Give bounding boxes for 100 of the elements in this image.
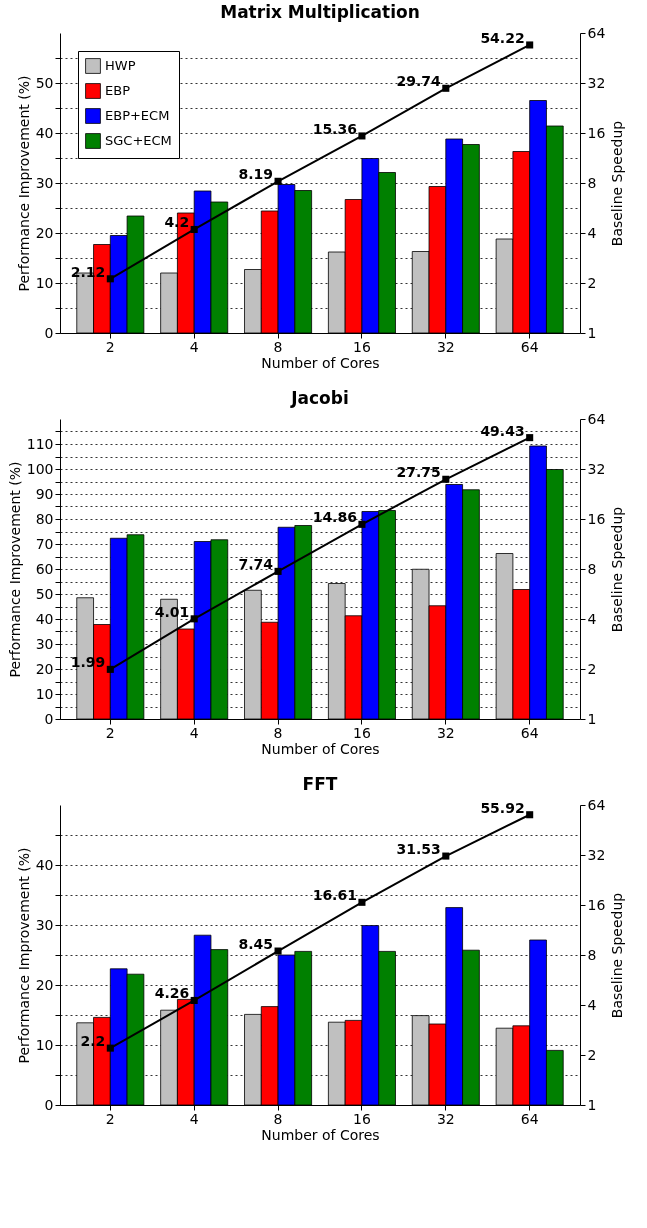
point — [358, 132, 366, 140]
y2-tick-label: 64 — [587, 24, 606, 41]
x-tick-label: 16 — [353, 724, 371, 741]
x-tick-label: 16 — [353, 338, 371, 355]
data-label: 4.26 — [154, 985, 190, 1002]
legend-label: EBP+ECM — [105, 108, 170, 123]
x-axis-title: Number of Cores — [261, 740, 380, 757]
y2-tick-label: 4 — [587, 224, 597, 241]
data-label: 55.92 — [480, 799, 525, 816]
y2-tick-label: 32 — [587, 846, 606, 863]
y-tick-label: 90 — [35, 485, 54, 502]
y-tick-label: 70 — [35, 535, 54, 552]
y2-tick-label: 1 — [587, 1096, 597, 1113]
data-label: 8.19 — [238, 166, 274, 183]
legend-label: SGC+ECM — [105, 133, 172, 148]
y2-tick-label: 16 — [587, 896, 606, 913]
y2-tick-label: 8 — [587, 174, 597, 191]
y-tick-label: 20 — [35, 660, 54, 677]
x-tick-label: 2 — [105, 724, 115, 741]
data-label: 15.36 — [312, 120, 357, 137]
y-tick-label: 30 — [35, 174, 54, 191]
x-tick-label: 32 — [436, 1110, 455, 1127]
x-tick-label: 32 — [436, 724, 455, 741]
point — [526, 811, 534, 819]
chart-title: Matrix Multiplication — [220, 2, 420, 22]
point — [106, 275, 114, 283]
y2-axis-title: Baseline Speedup — [609, 506, 626, 633]
y-axis-title: Performance Improvement (%) — [6, 461, 23, 678]
y2-tick-label: 64 — [587, 410, 606, 427]
x-tick-label: 8 — [273, 1110, 283, 1127]
y-tick-label: 40 — [35, 610, 54, 627]
point — [442, 84, 450, 92]
legend-label: HWP — [105, 58, 136, 73]
y-tick-label: 110 — [26, 435, 54, 452]
x-tick-label: 4 — [189, 1110, 199, 1127]
y2-tick-label: 16 — [587, 510, 606, 527]
y2-tick-label: 1 — [587, 710, 597, 727]
y-tick-label: 80 — [35, 510, 54, 527]
x-tick-label: 4 — [189, 724, 199, 741]
point — [442, 475, 450, 483]
y-tick-label: 50 — [35, 585, 54, 602]
x-tick-label: 8 — [273, 724, 283, 741]
point — [274, 567, 282, 575]
chart-title: Jacobi — [290, 388, 349, 408]
point — [526, 434, 534, 442]
y2-axis-title: Baseline Speedup — [609, 892, 626, 1019]
point — [358, 520, 366, 528]
y-tick-label: 0 — [44, 710, 54, 727]
x-tick-label: 16 — [353, 1110, 371, 1127]
point — [358, 898, 366, 906]
y-axis-title: Performance Improvement (%) — [15, 75, 32, 292]
point — [274, 177, 282, 185]
y2-tick-label: 64 — [587, 796, 606, 813]
y-tick-label: 30 — [35, 635, 54, 652]
x-tick-label: 2 — [105, 338, 115, 355]
y-tick-label: 50 — [35, 74, 54, 91]
y2-tick-label: 32 — [587, 460, 606, 477]
y-tick-label: 10 — [35, 274, 54, 291]
x-axis-title: Number of Cores — [261, 1126, 380, 1143]
point — [526, 41, 534, 49]
data-label: 16.61 — [312, 887, 357, 904]
data-label: 14.86 — [312, 509, 357, 526]
y2-tick-label: 2 — [587, 274, 597, 291]
y-tick-label: 60 — [35, 560, 54, 577]
y-tick-label: 20 — [35, 224, 54, 241]
y2-tick-label: 1 — [587, 324, 597, 341]
x-tick-label: 4 — [189, 338, 199, 355]
x-axis-title: Number of Cores — [261, 354, 380, 371]
y-tick-label: 20 — [35, 976, 54, 993]
point — [190, 615, 198, 623]
y-tick-label: 40 — [35, 124, 54, 141]
x-tick-label: 2 — [105, 1110, 115, 1127]
y2-tick-label: 2 — [587, 1046, 597, 1063]
y2-tick-label: 2 — [587, 660, 597, 677]
y2-tick-label: 32 — [587, 74, 606, 91]
x-tick-label: 32 — [436, 338, 455, 355]
data-label: 54.22 — [480, 29, 525, 46]
x-tick-label: 64 — [520, 1110, 539, 1127]
point — [190, 996, 198, 1004]
y2-tick-label: 4 — [587, 996, 597, 1013]
data-label: 29.74 — [396, 73, 442, 90]
data-label: 49.43 — [480, 422, 525, 439]
legend-label: EBP — [105, 83, 131, 98]
point — [274, 947, 282, 955]
y-tick-label: 40 — [35, 856, 54, 873]
y-tick-label: 10 — [35, 1036, 54, 1053]
y-tick-label: 30 — [35, 916, 54, 933]
data-label: 31.53 — [396, 841, 441, 858]
y2-tick-label: 8 — [587, 560, 597, 577]
y-tick-label: 100 — [26, 460, 54, 477]
chart-title: FFT — [302, 774, 338, 794]
data-label: 27.75 — [396, 464, 441, 481]
point — [190, 225, 198, 234]
data-label: 7.74 — [238, 556, 274, 573]
y2-tick-label: 4 — [587, 610, 597, 627]
x-tick-label: 64 — [520, 338, 539, 355]
y2-tick-label: 16 — [587, 124, 606, 141]
y-axis-title: Performance Improvement (%) — [15, 847, 32, 1064]
y2-tick-label: 8 — [587, 946, 597, 963]
y-tick-label: 10 — [35, 685, 54, 702]
